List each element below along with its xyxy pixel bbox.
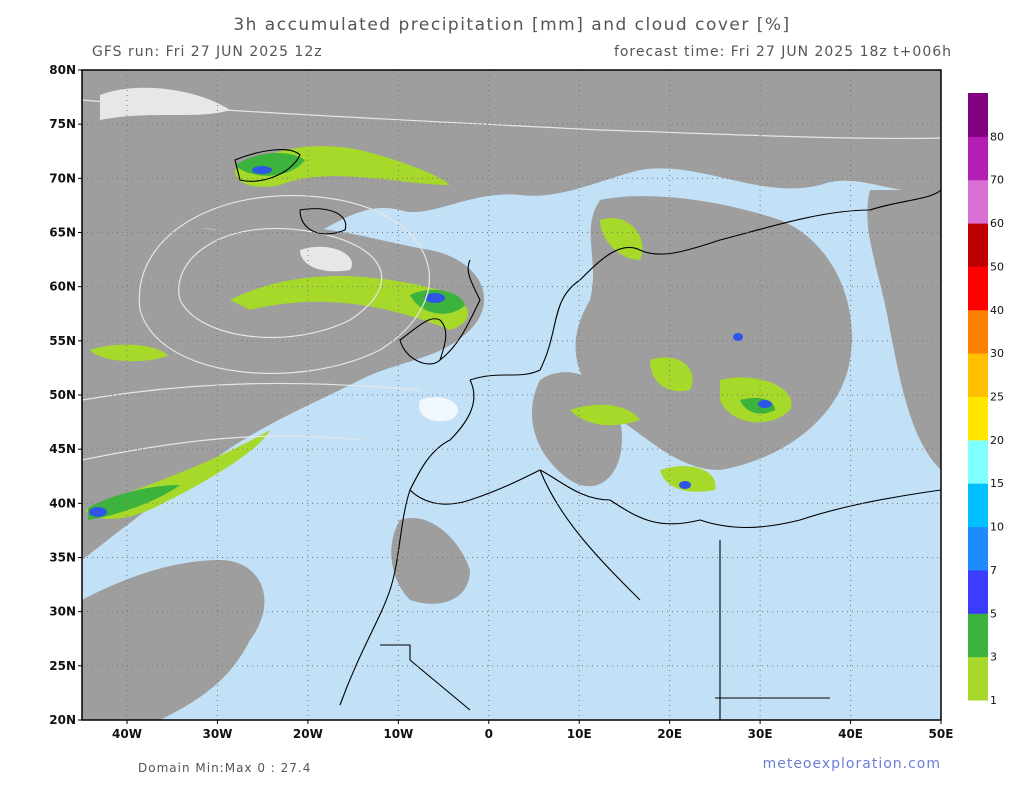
- forecast-label: forecast time: Fri 27 JUN 2025 18z t+006…: [614, 44, 952, 60]
- colorbar-label: 40: [990, 304, 1004, 317]
- colorbar-label: 50: [990, 260, 1004, 273]
- colorbar-segment: [968, 179, 988, 224]
- lat-label: 50N: [49, 388, 76, 402]
- colorbar-segment: [968, 309, 988, 354]
- lon-label: 40W: [112, 727, 142, 741]
- colorbar-segment: [968, 569, 988, 614]
- colorbar-segment: [968, 93, 988, 137]
- colorbar-segment: [968, 613, 988, 658]
- colorbar-segment: [968, 136, 988, 181]
- colorbar-label: 15: [990, 477, 1004, 490]
- colorbar-label: 10: [990, 521, 1004, 534]
- colorbar-segment: [968, 656, 988, 701]
- lon-label: 10E: [567, 727, 592, 741]
- lon-label: 20W: [293, 727, 323, 741]
- colorbar-segment: [968, 266, 988, 311]
- lat-label: 25N: [49, 659, 76, 673]
- lon-label: 20E: [657, 727, 682, 741]
- colorbar-label: 20: [990, 434, 1004, 447]
- colorbar-label: 30: [990, 347, 1004, 360]
- colorbar-segment: [968, 396, 988, 441]
- colorbar-segment: [968, 353, 988, 397]
- graticule: [82, 70, 941, 720]
- lon-label: 30W: [202, 727, 232, 741]
- colorbar-label: 7: [990, 564, 997, 577]
- colorbar-segment: [968, 439, 988, 484]
- lat-label: 20N: [49, 713, 76, 727]
- lat-label: 75N: [49, 117, 76, 131]
- map: [81, 69, 942, 721]
- domain-minmax: Domain Min:Max 0 : 27.4: [138, 761, 311, 775]
- colorbar-label: 5: [990, 607, 997, 620]
- lat-label: 65N: [49, 226, 76, 240]
- colorbar-label: 1: [990, 694, 997, 707]
- colorbar: 1 3 5 7 10 15 20 25 30 40 50 60 70 80: [968, 93, 1004, 707]
- run-label: GFS run: Fri 27 JUN 2025 12z: [92, 44, 323, 60]
- lon-label: 0: [485, 727, 493, 741]
- colorbar-label: 3: [990, 651, 997, 664]
- lat-label: 30N: [49, 605, 76, 619]
- coastlines: [234, 149, 941, 720]
- lon-label: 40E: [838, 727, 863, 741]
- lat-label: 40N: [49, 496, 76, 510]
- precip-5: [89, 166, 772, 517]
- lon-label: 50E: [929, 727, 954, 741]
- colorbar-segment: [968, 526, 988, 571]
- colorbar-label: 25: [990, 391, 1004, 404]
- colorbar-label: 70: [990, 174, 1004, 187]
- cloud-edges: [100, 87, 459, 422]
- lat-label: 45N: [49, 442, 76, 456]
- site-link[interactable]: meteoexploration.com: [763, 756, 941, 772]
- lon-label: 10W: [383, 727, 413, 741]
- lat-label: 60N: [49, 280, 76, 294]
- title: 3h accumulated precipitation [mm] and cl…: [233, 15, 790, 35]
- lat-label: 55N: [49, 334, 76, 348]
- colorbar-segment: [968, 483, 988, 528]
- isobars: [82, 99, 941, 461]
- colorbar-label: 80: [990, 130, 1004, 143]
- lon-label: 30E: [748, 727, 773, 741]
- lat-label: 80N: [49, 63, 76, 77]
- lat-label: 70N: [49, 171, 76, 185]
- colorbar-segment: [968, 223, 988, 267]
- colorbar-label: 60: [990, 217, 1004, 230]
- lat-label: 35N: [49, 551, 76, 565]
